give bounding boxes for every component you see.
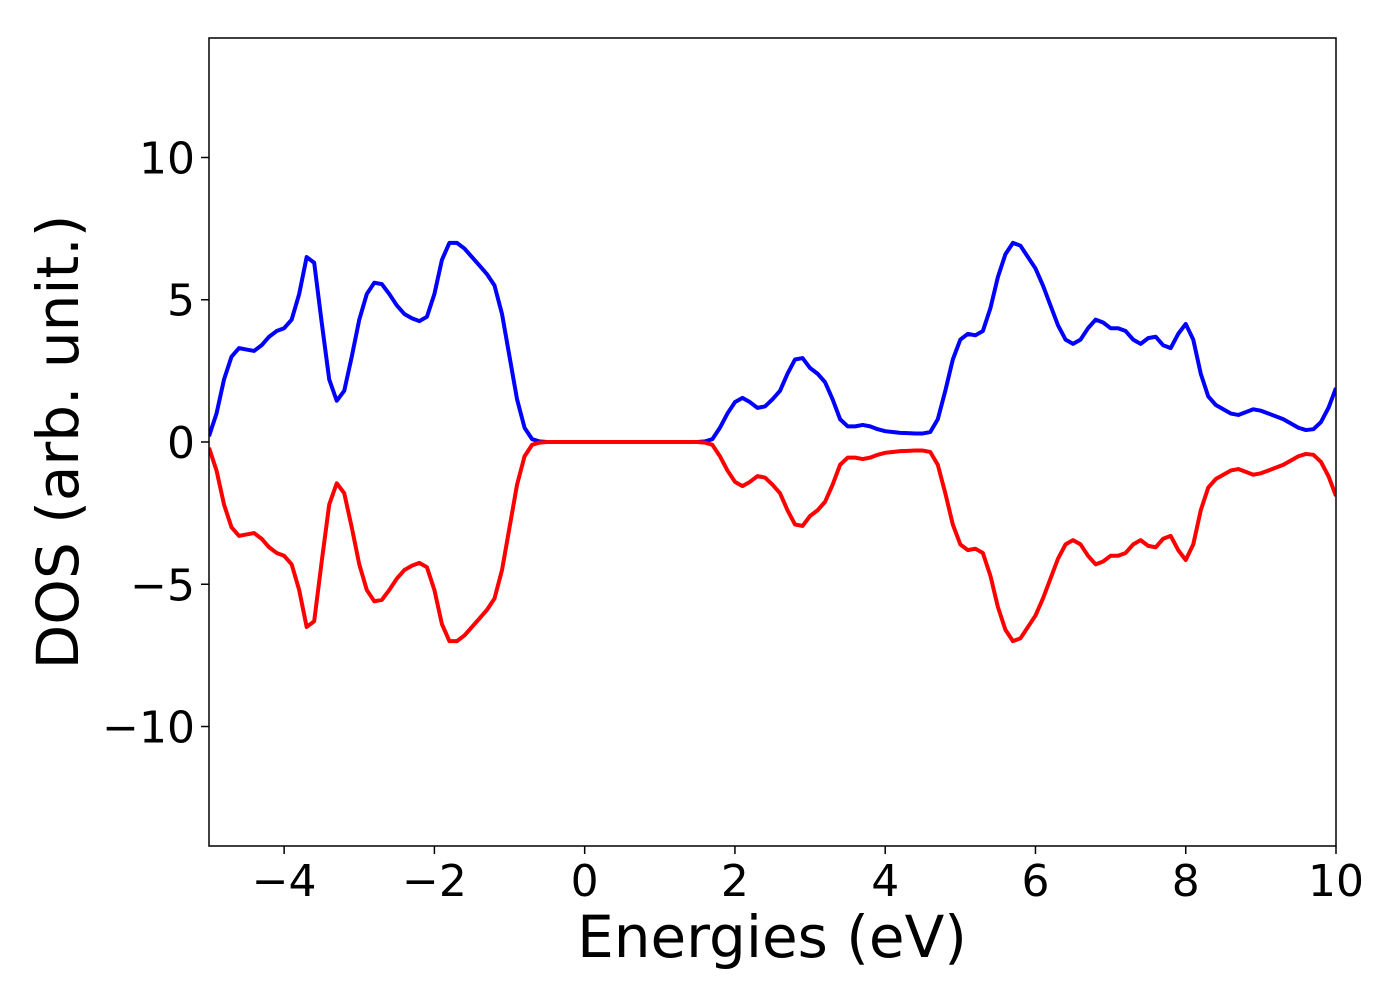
x-tick-label: 4 bbox=[871, 856, 899, 907]
y-tick-label: −10 bbox=[102, 703, 195, 754]
line-series bbox=[209, 240, 1336, 444]
y-tick-label: 5 bbox=[167, 276, 195, 327]
y-tick-label: 10 bbox=[139, 133, 195, 184]
y-axis-label: DOS (arb. unit.) bbox=[24, 215, 92, 670]
y-tick-label: −5 bbox=[130, 560, 195, 611]
line-series bbox=[209, 440, 1336, 644]
plot-frame bbox=[208, 37, 1337, 847]
y-tick-label: 0 bbox=[167, 418, 195, 469]
x-tick-label: 10 bbox=[1308, 856, 1364, 907]
x-tick-label: −4 bbox=[252, 856, 317, 907]
x-tick-label: 0 bbox=[571, 856, 599, 907]
x-tick-label: 2 bbox=[721, 856, 749, 907]
x-tick-label: 6 bbox=[1021, 856, 1049, 907]
x-tick-label: −2 bbox=[402, 856, 467, 907]
x-axis-label: Energies (eV) bbox=[577, 903, 967, 971]
x-tick-label: 8 bbox=[1172, 856, 1200, 907]
